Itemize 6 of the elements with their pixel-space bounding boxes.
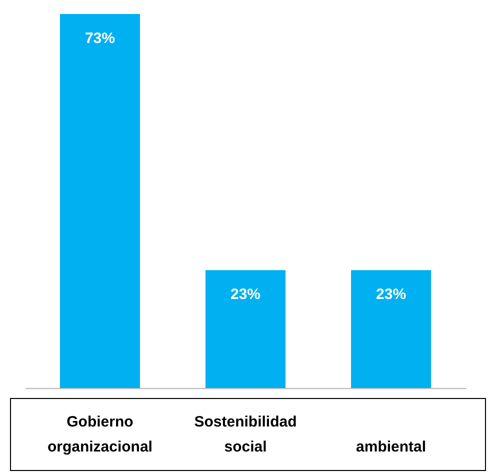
x-tick-label: Gobierno organizacional	[47, 414, 152, 456]
data-label: 23%	[376, 286, 406, 304]
data-label: 73%	[84, 30, 115, 47]
x-tick-label: ambiental	[356, 438, 426, 456]
data-label: 23%	[230, 286, 261, 304]
x-tick-label: Sostenibilidad social	[194, 414, 297, 456]
